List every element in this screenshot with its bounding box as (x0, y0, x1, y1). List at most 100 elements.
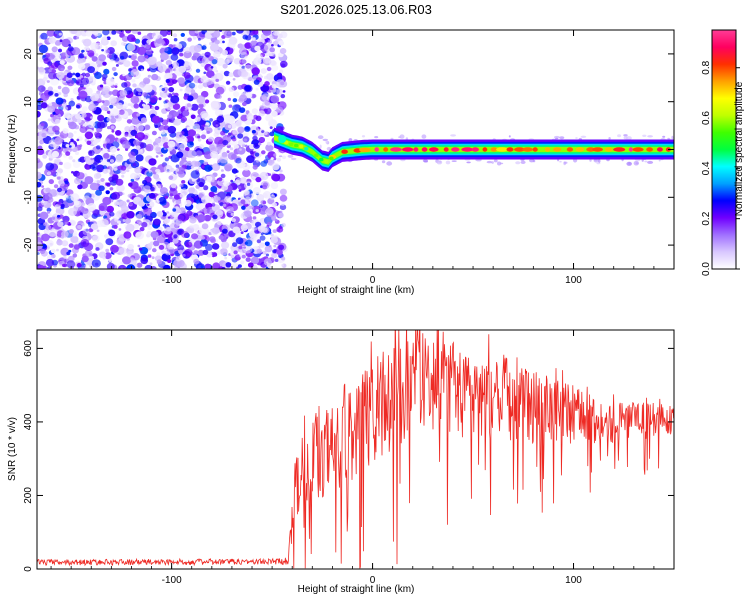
noise-speckle (486, 160, 493, 164)
spectrogram-ytick-label: 10 (23, 96, 34, 108)
noise-speckle (241, 70, 249, 78)
noise-speckle (244, 85, 252, 92)
noise-speckle (235, 175, 238, 178)
noise-speckle (138, 149, 144, 155)
noise-speckle (122, 73, 126, 77)
noise-speckle (374, 136, 379, 139)
signal-peak (324, 159, 329, 164)
noise-speckle (124, 126, 131, 132)
noise-speckle (245, 92, 253, 99)
noise-speckle (180, 241, 184, 245)
noise-speckle (126, 43, 136, 52)
noise-speckle (190, 103, 199, 111)
noise-speckle (81, 222, 86, 227)
noise-speckle (445, 160, 451, 165)
noise-speckle (117, 148, 120, 151)
noise-speckle (46, 254, 53, 261)
signal-peak (482, 147, 488, 152)
snr-ytick-label: 200 (23, 487, 34, 504)
noise-speckle (258, 142, 262, 146)
noise-speckle (195, 263, 206, 269)
noise-speckle (87, 120, 96, 128)
noise-speckle (215, 57, 225, 66)
noise-speckle (596, 162, 601, 165)
noise-speckle (233, 58, 241, 65)
noise-speckle (167, 114, 173, 119)
noise-speckle (249, 150, 254, 155)
noise-speckle (221, 49, 228, 56)
noise-speckle (508, 135, 511, 138)
noise-speckle (63, 255, 67, 259)
signal-peak (429, 147, 439, 152)
noise-speckle (174, 146, 178, 150)
noise-speckle (209, 118, 214, 122)
noise-speckle (40, 122, 45, 127)
noise-speckle (106, 182, 111, 187)
noise-speckle (47, 213, 52, 217)
signal-peak (402, 147, 414, 152)
noise-speckle (57, 214, 61, 218)
noise-speckle (223, 30, 233, 39)
noise-speckle (190, 114, 196, 120)
noise-speckle (104, 138, 111, 143)
signal-peak (656, 147, 663, 152)
noise-speckle (73, 35, 78, 40)
noise-speckle (94, 42, 103, 50)
signal-peak (632, 147, 644, 152)
noise-speckle (96, 220, 105, 228)
noise-speckle (265, 143, 274, 152)
noise-speckle (76, 172, 85, 180)
noise-speckle (237, 126, 245, 134)
noise-speckle (204, 263, 211, 269)
noise-speckle (201, 57, 209, 64)
noise-speckle (59, 39, 63, 42)
noise-speckle (121, 205, 129, 213)
noise-speckle (52, 125, 60, 133)
noise-speckle (138, 247, 143, 251)
noise-speckle (215, 78, 219, 82)
noise-speckle (172, 103, 181, 110)
noise-speckle (128, 202, 133, 206)
noise-speckle (65, 258, 69, 262)
noise-speckle (225, 80, 231, 85)
noise-speckle (197, 138, 202, 142)
noise-speckle (65, 144, 70, 148)
noise-speckle (181, 135, 186, 140)
noise-speckle (232, 129, 238, 135)
noise-speckle (146, 39, 151, 44)
noise-speckle (45, 162, 55, 171)
noise-speckle (182, 110, 190, 117)
noise-speckle (144, 124, 151, 130)
noise-speckle (181, 180, 186, 184)
noise-speckle (268, 231, 272, 235)
noise-speckle (250, 199, 259, 207)
noise-speckle (256, 248, 263, 254)
noise-speckle (250, 176, 256, 181)
noise-speckle (183, 72, 191, 79)
noise-speckle (647, 135, 653, 138)
spectrogram-ylabel: Frequency (Hz) (7, 115, 18, 184)
noise-speckle (218, 177, 223, 182)
noise-speckle (265, 253, 269, 257)
noise-speckle (235, 157, 242, 164)
noise-speckle (671, 135, 674, 140)
noise-speckle (158, 196, 167, 205)
noise-speckle (134, 166, 142, 174)
noise-speckle (608, 137, 611, 140)
noise-speckle (47, 61, 53, 66)
noise-speckle (87, 222, 91, 225)
noise-speckle (163, 103, 169, 109)
noise-speckle (278, 69, 284, 74)
noise-speckle (90, 116, 93, 119)
snr-ytick-label: 600 (23, 340, 34, 357)
colorbar-tick-label: 0.4 (701, 161, 712, 175)
noise-speckle (76, 262, 82, 268)
noise-speckle (81, 112, 87, 118)
noise-speckle (37, 195, 43, 202)
noise-speckle (57, 85, 62, 90)
noise-speckle (222, 203, 227, 207)
noise-speckle (134, 123, 144, 132)
noise-speckle (130, 129, 138, 136)
noise-speckle (617, 134, 622, 138)
noise-speckle (271, 173, 279, 181)
